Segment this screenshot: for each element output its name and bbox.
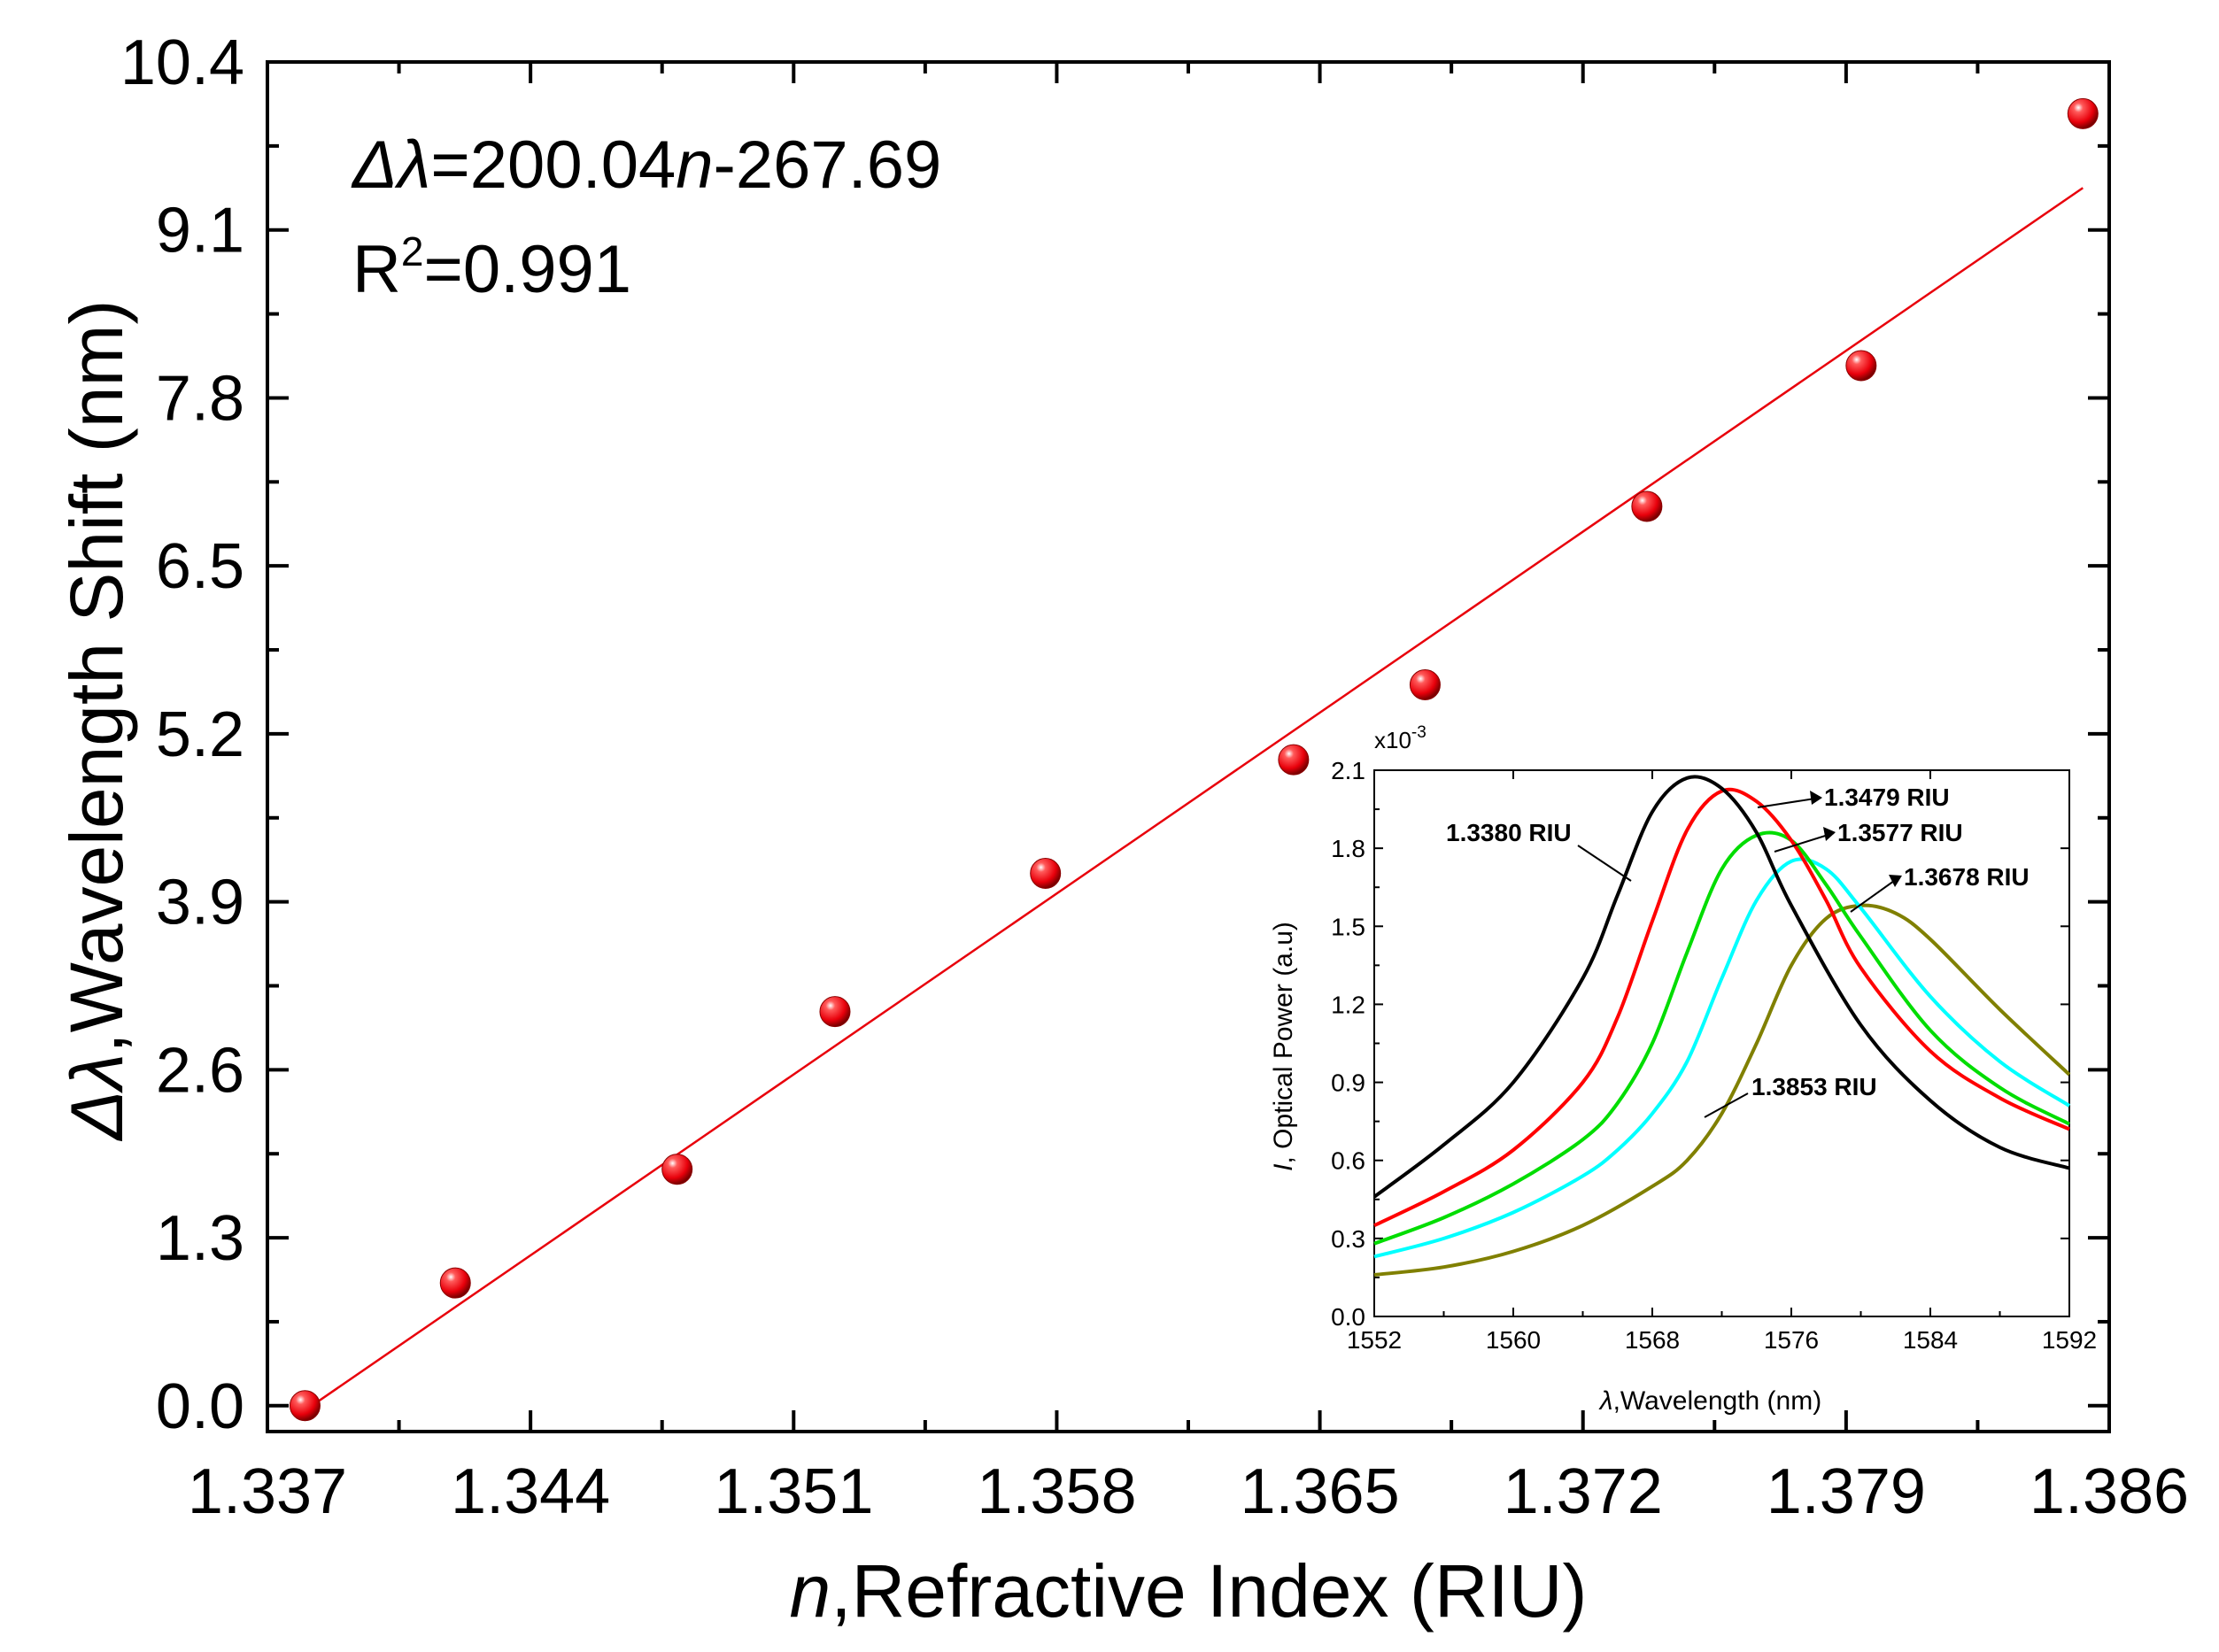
inset-x-tick-label: 1568 [1625,1326,1680,1354]
equation-slope: =200.04 [430,127,676,203]
x-tick-label: 1.372 [1504,1456,1663,1527]
inset-y-axis-label: I, Optical Power (a.u) [1269,922,1298,1171]
data-point [1030,858,1062,890]
data-point [1409,668,1441,700]
data-point [1278,744,1310,776]
y-tick-label: 0.0 [156,1371,244,1442]
inset-series-line-13678 [1373,857,2071,1259]
inset-arrow-1-3380 [1577,845,1632,882]
fit-line [304,187,2084,1412]
x-axis-label-var: n [790,1549,831,1633]
x-tick-label: 1.351 [714,1456,873,1527]
inset-arrow-1-3577 [1774,832,1835,853]
inset-frame [1373,769,2070,1317]
y-tick-label: 1.3 [156,1203,244,1274]
inset-y-tick-label: 2.1 [1331,757,1365,784]
inset-x-tick-label: 1576 [1764,1326,1819,1354]
inset-arrowhead-1-3577 [1823,827,1836,841]
data-point [2067,97,2099,129]
inset-label-1-3479: 1.3479 RIU [1824,784,1950,811]
inset-y-tick-label: 0.3 [1331,1225,1365,1253]
inset-arrowhead-1-3678 [1889,875,1902,887]
x-tick-label: 1.344 [451,1456,610,1527]
y-tick-label: 2.6 [156,1035,244,1106]
y-axis-label-var: Δλ [55,1054,138,1142]
y-tick-label: 7.8 [156,363,244,434]
inset-series-line-13853 [1373,903,2071,1277]
equation-intercept: -267.69 [714,127,942,203]
data-point [439,1267,471,1299]
x-axis-label-text: ,Refractive Index (RIU) [831,1549,1587,1633]
y-axis-label-text: ,Wavelength Shift (nm) [55,300,138,1054]
y-tick-label: 6.5 [156,531,244,602]
data-point [819,996,851,1028]
inset-arrowhead-1-3479 [1810,791,1822,805]
inset-label-1-3853: 1.3853 RIU [1751,1073,1877,1100]
y-tick-label: 9.1 [156,196,244,266]
y-tick-label: 3.9 [156,868,244,938]
inset-arrow-1-3678 [1850,876,1901,913]
r2-prefix: R [352,232,401,307]
inset-x-tick-label: 1592 [2042,1326,2097,1354]
inset-label-1-3678: 1.3678 RIU [1904,863,2030,891]
data-point [1845,350,1877,382]
inset-x-axis-label-var: λ [1598,1386,1613,1416]
inset-legend-labels: 1.3380 RIU 1.3479 RIU 1.3577 RIU 1.3678 … [1446,784,2030,1118]
inset-label-1-3577: 1.3577 RIU [1837,819,1963,846]
inset-x-axis-label: λ,Wavelength (nm) [1598,1386,1821,1416]
x-tick-label: 1.379 [1767,1456,1926,1527]
inset-x-tick-label: 1552 [1347,1326,1402,1354]
data-point [289,1390,321,1422]
inset-arrow-1-3479 [1757,797,1821,808]
inset-plot: 1552 1560 1568 1576 1584 1592 0.0 0.3 0.6 0.9 1.2 1… [1331,757,2097,1354]
inset-y-tick-label: 0.0 [1331,1303,1365,1331]
y-tick-label: 5.2 [156,699,244,770]
x-tick-label: 1.386 [2030,1456,2189,1527]
inset-series-line-13479 [1373,787,2070,1227]
inset-x-tick-label: 1584 [1903,1326,1958,1354]
equation-annotation: Δλ=200.04n-267.69 [351,127,941,203]
inset-multiplier-base: x10 [1374,727,1411,753]
inset-multiplier-exp: -3 [1411,723,1426,742]
equation-lhs: Δλ [351,127,430,203]
main-plot: 1.337 1.344 1.351 1.358 1.365 1.372 1.379 1.386… [120,27,2189,1527]
inset-x-tick-label: 1560 [1486,1326,1541,1354]
inset-y-tick-label: 0.9 [1331,1069,1365,1097]
inset-multiplier: x10-3 [1374,723,1426,753]
inset-y-tick-label: 1.8 [1331,835,1365,862]
inset-series-line-13577 [1373,830,2070,1246]
y-axis-label: Δλ,Wavelength Shift (nm) [55,300,138,1142]
x-tick-label: 1.365 [1240,1456,1399,1527]
inset-y-axis-label-var: I [1269,1164,1298,1171]
inset-x-axis-label-text: ,Wavelength (nm) [1613,1386,1822,1416]
r2-value: =0.991 [423,232,631,307]
inset-series-line-13380 [1372,775,2070,1199]
data-point [1631,490,1663,522]
data-point [661,1154,693,1185]
inset-arrow-1-3853 [1704,1092,1749,1118]
equation-var: n [676,127,713,203]
inset-y-tick-label: 0.6 [1331,1147,1365,1175]
r2-superscript: 2 [401,228,424,274]
inset-y-tick-label: 1.5 [1331,913,1365,940]
r-squared-annotation: R2=0.991 [352,228,631,307]
inset-y-axis-label-text: , Optical Power (a.u) [1269,922,1298,1163]
inset-label-1-3380: 1.3380 RIU [1446,819,1572,846]
inset-y-tick-label: 1.2 [1331,991,1365,1018]
x-axis-label: n,Refractive Index (RIU) [790,1549,1588,1633]
y-tick-label: 10.4 [120,27,244,98]
x-tick-label: 1.358 [977,1456,1136,1527]
x-tick-label: 1.337 [188,1456,347,1527]
